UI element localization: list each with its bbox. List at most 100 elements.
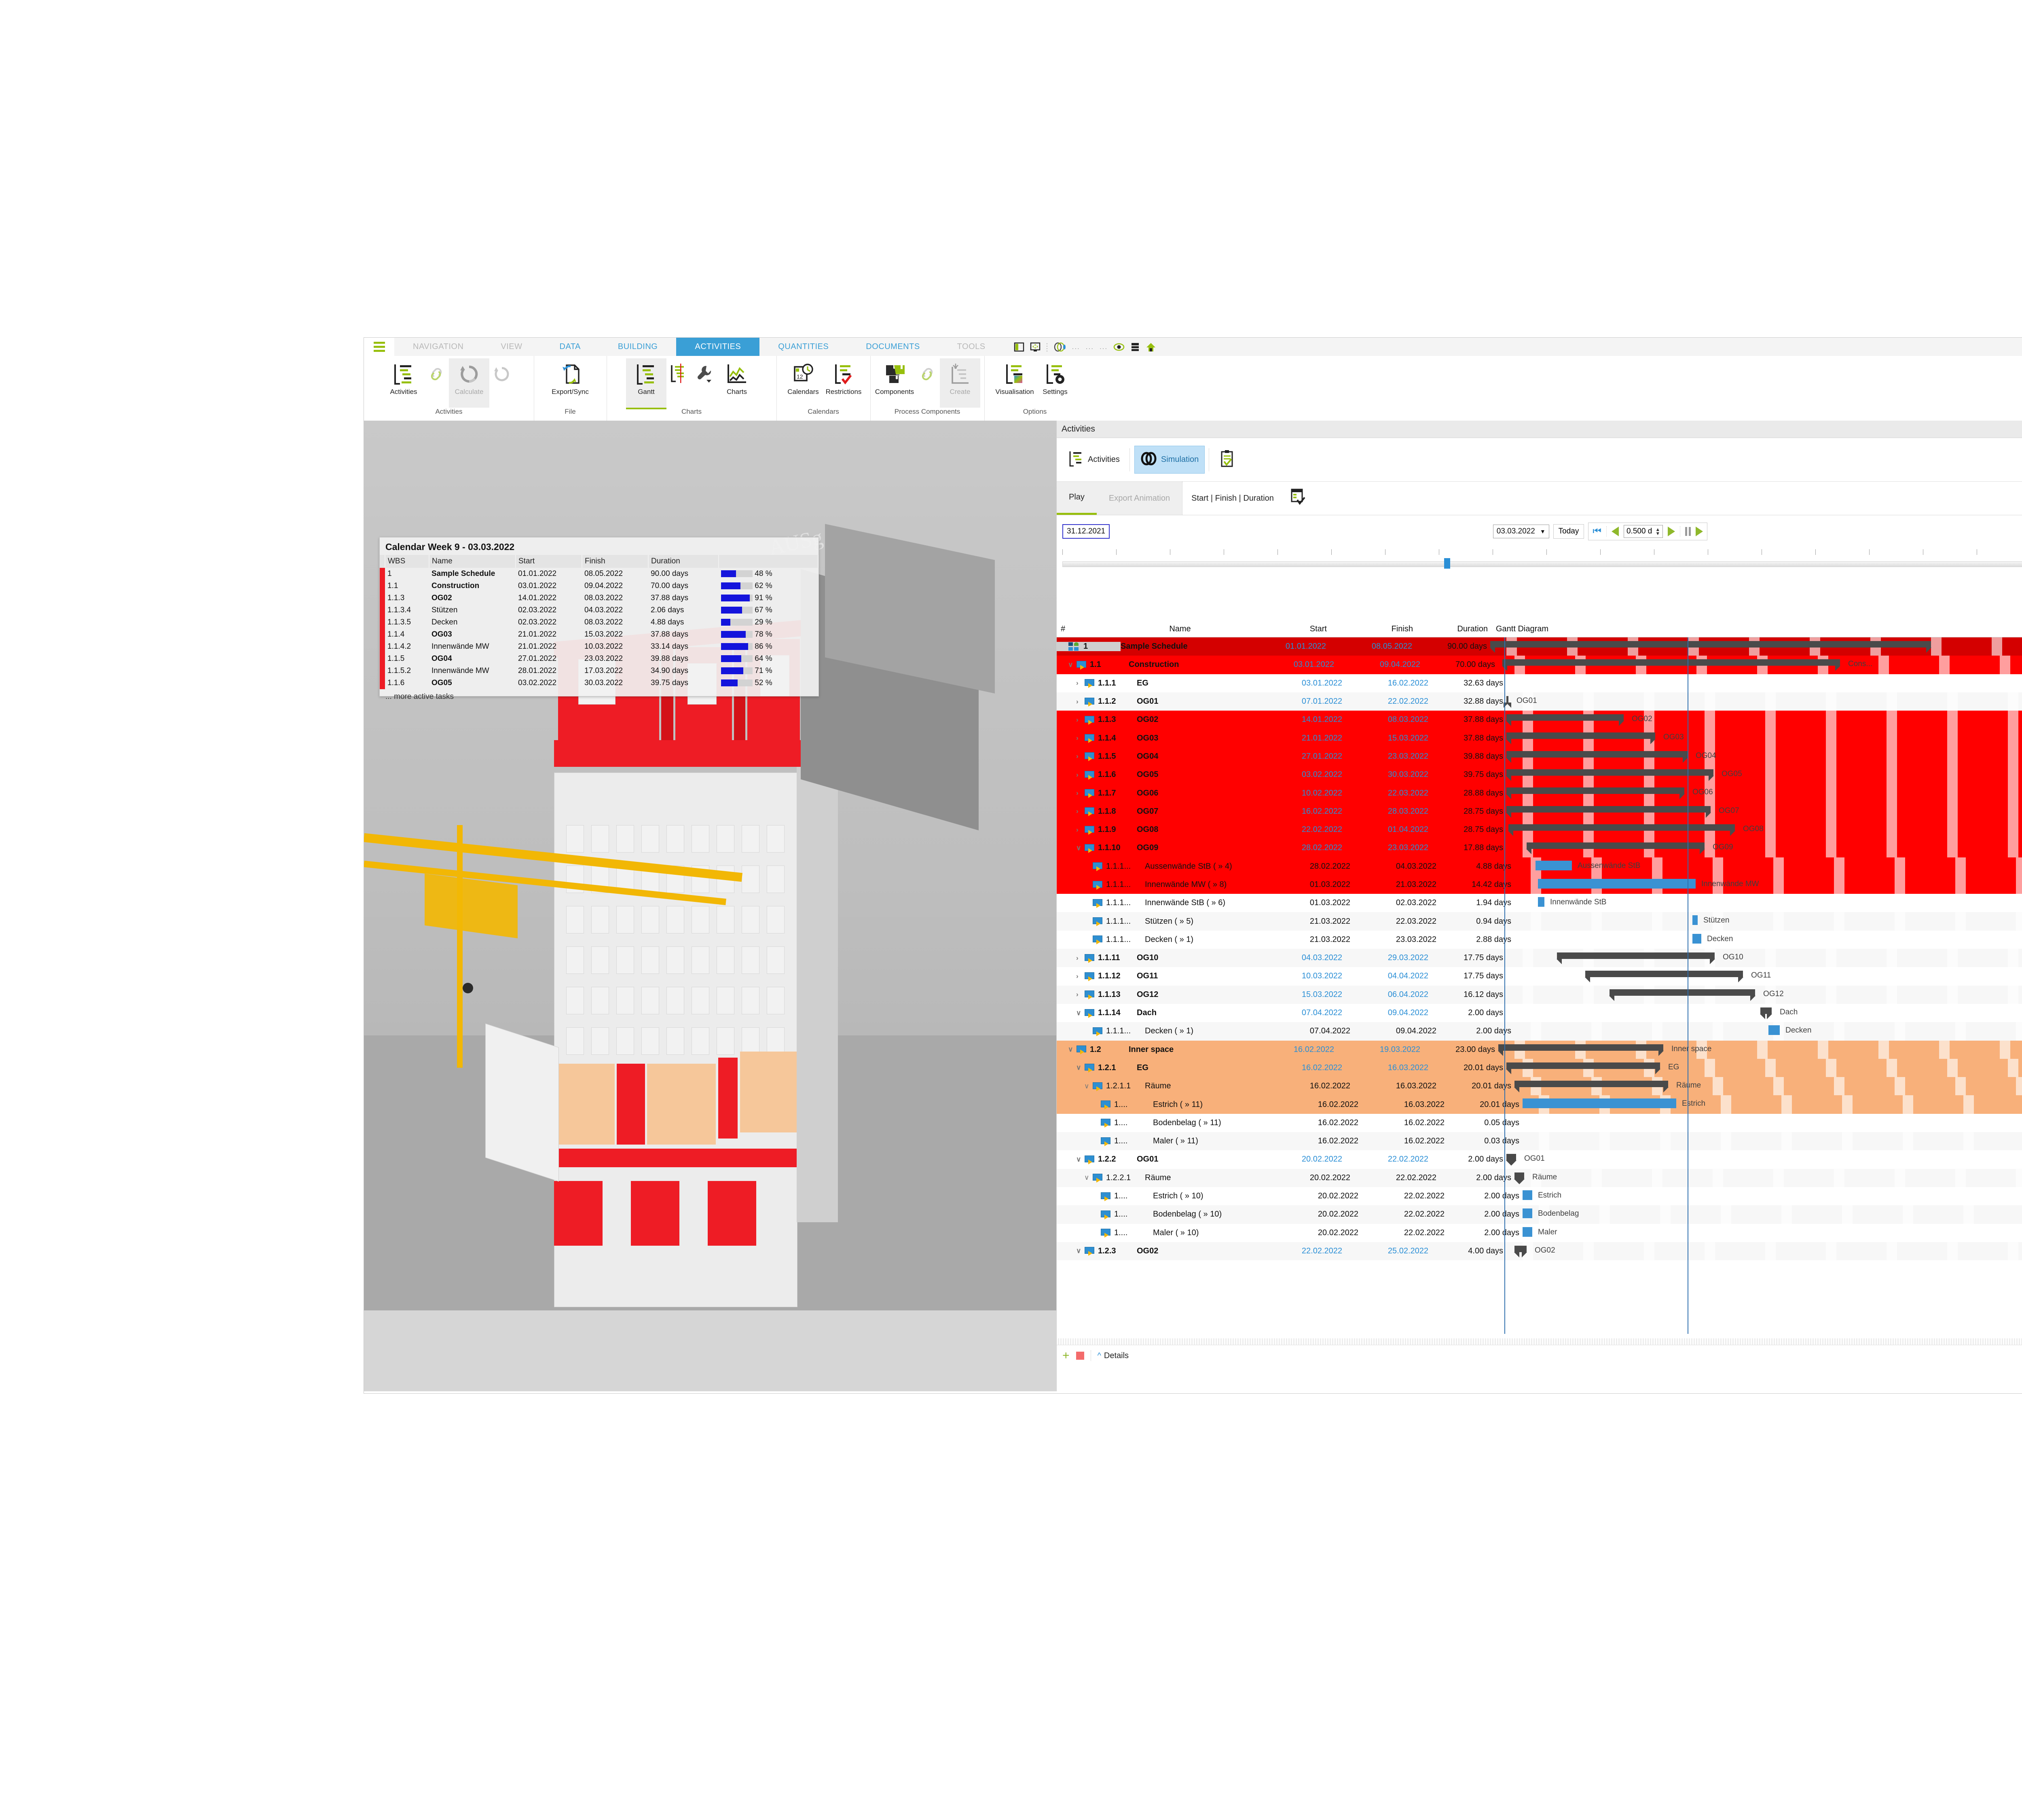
chevron-down-icon[interactable]: ∨ [1076, 1064, 1081, 1072]
overlay-compare-icon[interactable] [1053, 342, 1066, 352]
row-wbs-cell[interactable]: › 1.1.12 [1057, 971, 1137, 981]
row-wbs-cell[interactable]: 1.1.1... [1057, 917, 1145, 927]
row-wbs-cell[interactable]: ∨ 1.1.14 [1057, 1008, 1137, 1018]
gantt-task-bar[interactable] [1538, 878, 1696, 889]
row-wbs-cell[interactable]: › 1.1.13 [1057, 990, 1137, 1000]
tab-navigation[interactable]: NAVIGATION [394, 338, 482, 356]
col-header-duration[interactable]: Duration [1457, 624, 1488, 633]
ribbon-activities-button[interactable]: Activities [383, 358, 424, 408]
gantt-task-bar[interactable] [1523, 1098, 1676, 1109]
gantt-summary-bar[interactable] [1508, 824, 1735, 836]
step-back-icon[interactable] [1611, 527, 1619, 536]
tab-start-finish-duration[interactable]: Start | Finish | Duration [1182, 482, 1286, 515]
gantt-summary-bar[interactable] [1506, 751, 1688, 763]
step-forward-icon[interactable] [1668, 527, 1675, 536]
chevron-right-icon[interactable]: › [1076, 954, 1079, 962]
chevron-down-icon[interactable]: ∨ [1084, 1082, 1089, 1090]
col-header-name[interactable]: Name [1169, 624, 1191, 633]
chevron-down-icon[interactable]: ∨ [1076, 1247, 1081, 1255]
chevron-right-icon[interactable]: › [1076, 715, 1079, 724]
row-gantt-cell[interactable]: OG06 [1506, 784, 2022, 802]
table-row[interactable]: › 1.1.9 OG08 22.02.2022 01.04.2022 28.75 days… [1057, 820, 2022, 839]
gantt-summary-bar[interactable] [1557, 952, 1715, 965]
row-gantt-cell[interactable] [1523, 1132, 2022, 1151]
row-gantt-cell[interactable] [1490, 637, 2022, 656]
row-gantt-cell[interactable]: OG05 [1506, 766, 2022, 784]
chevron-down-icon[interactable]: ∨ [1084, 1174, 1089, 1182]
chevron-right-icon[interactable]: › [1076, 825, 1079, 834]
table-row[interactable]: › 1.1.12 OG11 10.03.2022 04.04.2022 17.75 day… [1057, 967, 2022, 986]
row-wbs-cell[interactable]: 1.1.1... [1057, 862, 1145, 872]
row-gantt-cell[interactable]: OG04 [1506, 747, 2022, 766]
task-panel-row[interactable]: 1.1.4.2 Innenwände MW 21.01.2022 10.03.2… [380, 641, 818, 653]
row-gantt-cell[interactable]: Bodenbelag [1523, 1205, 2022, 1224]
table-row[interactable]: 1.... Maler ( » 10) 20.02.2022 22.02.2022 2.… [1057, 1223, 2022, 1242]
row-gantt-cell[interactable]: Innenwände StB [1514, 894, 2022, 912]
row-gantt-cell[interactable]: Stützen [1514, 912, 2022, 931]
row-gantt-cell[interactable]: EG [1506, 1058, 2022, 1077]
ribbon-charts-button[interactable]: Charts [717, 358, 757, 408]
row-wbs-cell[interactable]: 1.1.1... [1057, 898, 1145, 908]
chevron-down-icon[interactable]: ∨ [1076, 844, 1081, 852]
table-row[interactable]: ∨ 1.1.14 Dach 07.04.2022 09.04.2022 2.00 days… [1057, 1003, 2022, 1022]
row-wbs-cell[interactable]: › 1.1.2 [1057, 697, 1137, 707]
table-row[interactable]: ∨ 1.2.2 OG01 20.02.2022 22.02.2022 2.00 days O… [1057, 1150, 2022, 1169]
table-row[interactable]: › 1.1.8 OG07 16.02.2022 28.03.2022 28.75 days… [1057, 802, 2022, 821]
tab-data[interactable]: DATA [541, 338, 599, 356]
timeline-thumb[interactable] [1444, 558, 1451, 569]
ribbon-create-button[interactable]: Create [940, 358, 980, 408]
tab-documents[interactable]: DOCUMENTS [847, 338, 939, 356]
row-gantt-cell[interactable]: Decken [1514, 1022, 2022, 1041]
ribbon-visualisation-button[interactable]: Visualisation [994, 358, 1035, 408]
gantt-summary-bar[interactable] [1585, 971, 1743, 983]
table-row[interactable]: 1.... Estrich ( » 10) 20.02.2022 22.02.2022… [1057, 1187, 2022, 1206]
gantt-task-bar[interactable] [1523, 1227, 1532, 1237]
gantt-summary-bar[interactable] [1490, 641, 1931, 653]
row-gantt-cell[interactable]: Cons... [1498, 656, 2022, 674]
gantt-summary-bar[interactable] [1760, 1007, 1772, 1019]
task-panel-row[interactable]: 1.1.4 OG03 21.01.2022 15.03.2022 37.88 d… [380, 629, 818, 641]
menu-dots-3[interactable]: ... [1099, 343, 1108, 351]
row-wbs-cell[interactable]: 1.1.1... [1057, 880, 1145, 890]
row-gantt-cell[interactable]: Decken [1514, 930, 2022, 949]
row-gantt-cell[interactable]: OG02 [1506, 711, 2022, 729]
ribbon-calendars-button[interactable]: 12 Calendars [783, 358, 823, 408]
ribbon-components-button[interactable]: Components [874, 358, 915, 408]
ribbon-restrictions-button[interactable]: Restrictions [823, 358, 864, 408]
row-wbs-cell[interactable]: › 1.1.3 [1057, 715, 1137, 725]
chevron-right-icon[interactable]: › [1076, 807, 1079, 815]
task-panel-row[interactable]: 1.1.3.4 Stützen 02.03.2022 04.03.2022 2.… [380, 604, 818, 616]
row-wbs-cell[interactable]: 1.1.1... [1057, 1026, 1145, 1036]
task-panel-row[interactable]: 1.1.5.2 Innenwände MW 28.01.2022 17.03.2… [380, 665, 818, 677]
chevron-right-icon[interactable]: › [1076, 972, 1079, 980]
chevron-right-icon[interactable]: › [1076, 734, 1079, 742]
gantt-summary-bar[interactable] [1514, 1172, 1525, 1184]
table-row[interactable]: › 1.1.5 OG04 27.01.2022 23.03.2022 39.88 days… [1057, 747, 2022, 766]
table-row[interactable]: 1.... Maler ( » 11) 16.02.2022 16.02.2022 0.… [1057, 1132, 2022, 1151]
ribbon-export-sync-button[interactable]: Export/Sync [550, 358, 590, 408]
table-row[interactable]: › 1.1.13 OG12 15.03.2022 06.04.2022 16.12 day… [1057, 985, 2022, 1004]
row-gantt-cell[interactable]: Inner space [1498, 1040, 2022, 1059]
row-gantt-cell[interactable]: Estrich [1523, 1187, 2022, 1206]
menu-dots-2[interactable]: ... [1085, 343, 1094, 351]
eye-icon[interactable] [1113, 342, 1125, 352]
row-gantt-cell[interactable]: OG01 [1506, 1150, 2022, 1169]
table-row[interactable]: 1.1.1... Stützen ( » 5) 21.03.2022 22.03.20… [1057, 912, 2022, 931]
chevron-down-icon[interactable]: ∨ [1068, 1045, 1073, 1054]
fit-screen-icon[interactable] [1030, 342, 1041, 352]
row-wbs-cell[interactable]: › 1.1.8 [1057, 807, 1137, 817]
chevron-down-icon[interactable]: ∨ [1076, 1009, 1081, 1017]
row-gantt-cell[interactable]: OG10 [1506, 949, 2022, 967]
table-row[interactable]: 1 Sample Schedule 01.01.2022 08.05.2022 90.0… [1057, 637, 2022, 656]
layers-stack-icon[interactable] [1130, 342, 1140, 352]
task-panel-row[interactable]: 1.1 Construction 03.01.2022 09.04.2022 7… [380, 580, 818, 592]
dock-checklist-button[interactable] [1214, 445, 1241, 474]
horizontal-scrollbar[interactable] [1057, 1338, 2022, 1345]
tab-building[interactable]: BUILDING [599, 338, 677, 356]
row-wbs-cell[interactable]: 1.1.1... [1057, 935, 1145, 945]
chevron-down-icon[interactable]: ∨ [1068, 660, 1073, 669]
gantt-summary-bar[interactable] [1514, 1081, 1669, 1093]
task-panel-row[interactable]: 1.1.3 OG02 14.01.2022 08.03.2022 37.88 d… [380, 592, 818, 604]
table-row[interactable]: ∨ 1.1 Construction 03.01.2022 09.04.2022 70.0… [1057, 656, 2022, 674]
row-wbs-cell[interactable]: › 1.1.7 [1057, 789, 1137, 798]
